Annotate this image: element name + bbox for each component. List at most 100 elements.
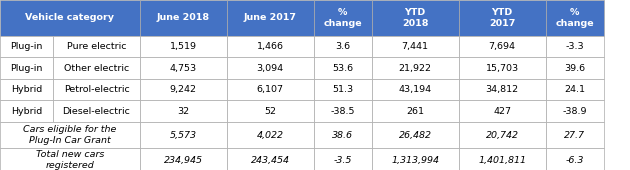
Bar (459, 79, 546, 100)
Text: 1,519: 1,519 (170, 42, 197, 51)
Text: Petrol-electric: Petrol-electric (64, 85, 129, 94)
Text: Plug-in: Plug-in (10, 64, 43, 73)
Text: 7,694: 7,694 (489, 42, 515, 51)
Bar (372, 57, 459, 79)
Text: 51.3: 51.3 (332, 85, 353, 94)
Bar (53, 100, 140, 122)
Text: June 2017: June 2017 (244, 13, 297, 22)
Text: YTD
2017: YTD 2017 (489, 8, 515, 28)
Text: 24.1: 24.1 (564, 85, 585, 94)
Text: 243,454: 243,454 (251, 156, 290, 165)
Bar (140, 0, 227, 36)
Text: Cars eligible for the
Plug-In Car Grant: Cars eligible for the Plug-In Car Grant (23, 125, 117, 145)
Bar (314, 0, 372, 36)
Text: 43,194: 43,194 (399, 85, 432, 94)
Text: Hybrid: Hybrid (11, 85, 42, 94)
Text: 5,573: 5,573 (170, 131, 197, 140)
Text: 1,401,811: 1,401,811 (478, 156, 526, 165)
Text: -38.5: -38.5 (331, 107, 355, 116)
Bar (372, 122, 459, 148)
Text: Hybrid: Hybrid (11, 107, 42, 116)
Text: %
change: % change (323, 8, 362, 28)
Bar (0, 148, 140, 170)
Bar (546, 0, 604, 36)
Bar (227, 100, 314, 122)
Bar (372, 100, 459, 122)
Text: Plug-in: Plug-in (10, 42, 43, 51)
Text: 39.6: 39.6 (564, 64, 585, 73)
Text: 1,313,994: 1,313,994 (391, 156, 439, 165)
Bar (0, 100, 53, 122)
Bar (314, 36, 372, 57)
Text: -3.3: -3.3 (565, 42, 584, 51)
Bar (140, 148, 227, 170)
Text: June 2018: June 2018 (157, 13, 210, 22)
Bar (0, 0, 140, 36)
Text: 234,945: 234,945 (164, 156, 203, 165)
Text: 27.7: 27.7 (564, 131, 585, 140)
Bar (546, 57, 604, 79)
Text: -3.5: -3.5 (333, 156, 352, 165)
Bar (53, 57, 140, 79)
Bar (0, 122, 140, 148)
Bar (459, 100, 546, 122)
Bar (459, 0, 546, 36)
Text: 52: 52 (264, 107, 277, 116)
Bar (314, 122, 372, 148)
Bar (227, 0, 314, 36)
Text: 4,753: 4,753 (169, 64, 197, 73)
Bar (140, 36, 227, 57)
Text: 32: 32 (177, 107, 190, 116)
Bar (227, 122, 314, 148)
Bar (372, 0, 459, 36)
Text: Total new cars
registered: Total new cars registered (36, 150, 104, 170)
Bar (53, 79, 140, 100)
Text: 3.6: 3.6 (335, 42, 350, 51)
Text: 15,703: 15,703 (486, 64, 518, 73)
Text: 20,742: 20,742 (486, 131, 518, 140)
Text: 9,242: 9,242 (170, 85, 197, 94)
Bar (140, 57, 227, 79)
Bar (314, 148, 372, 170)
Bar (0, 79, 53, 100)
Bar (459, 122, 546, 148)
Text: Pure electric: Pure electric (67, 42, 126, 51)
Bar (459, 148, 546, 170)
Bar (546, 36, 604, 57)
Text: YTD
2018: YTD 2018 (402, 8, 428, 28)
Bar (140, 79, 227, 100)
Bar (372, 36, 459, 57)
Text: -6.3: -6.3 (565, 156, 584, 165)
Bar (546, 122, 604, 148)
Bar (0, 57, 53, 79)
Bar (314, 79, 372, 100)
Bar (314, 57, 372, 79)
Bar (140, 122, 227, 148)
Text: 7,441: 7,441 (402, 42, 428, 51)
Bar (227, 36, 314, 57)
Bar (53, 36, 140, 57)
Text: 34,812: 34,812 (486, 85, 518, 94)
Bar (546, 100, 604, 122)
Bar (227, 57, 314, 79)
Text: Other electric: Other electric (64, 64, 129, 73)
Text: 26,482: 26,482 (399, 131, 432, 140)
Text: 427: 427 (493, 107, 511, 116)
Bar (227, 79, 314, 100)
Text: 53.6: 53.6 (332, 64, 353, 73)
Bar (227, 148, 314, 170)
Bar (140, 100, 227, 122)
Text: 6,107: 6,107 (257, 85, 284, 94)
Text: %
change: % change (555, 8, 594, 28)
Bar (314, 100, 372, 122)
Text: Diesel-electric: Diesel-electric (62, 107, 130, 116)
Bar (372, 79, 459, 100)
Text: 21,922: 21,922 (399, 64, 432, 73)
Text: -38.9: -38.9 (563, 107, 587, 116)
Bar (459, 57, 546, 79)
Text: 1,466: 1,466 (257, 42, 284, 51)
Bar (0, 36, 53, 57)
Text: 38.6: 38.6 (332, 131, 353, 140)
Bar (546, 79, 604, 100)
Text: 261: 261 (406, 107, 424, 116)
